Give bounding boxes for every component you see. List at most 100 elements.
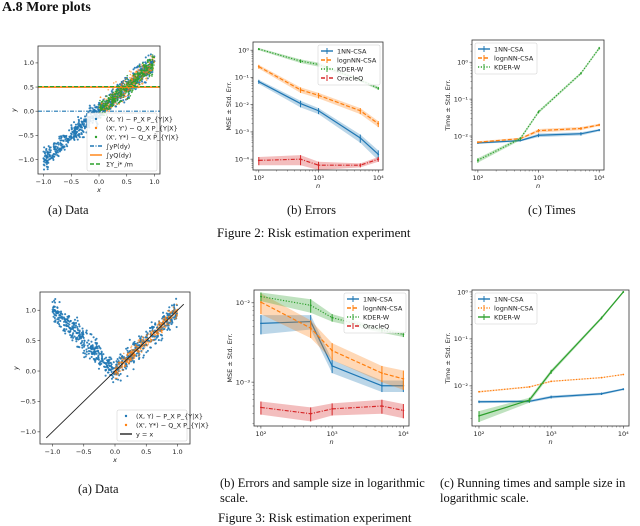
scatter-point [137,77,140,79]
scatter-point [46,166,49,169]
scatter-point [144,71,147,74]
x-tick-label: 1.0 [172,448,182,456]
plot-area [476,46,601,163]
fig2b-chart: 10² 10³ 10⁴ 10⁻⁴ 10⁻³ 10⁻² 10⁻¹ 10⁰ n MSE ± Std. … [225,41,384,190]
scatter-point [45,148,48,152]
scatter-point [91,353,94,356]
scatter-point [102,102,105,105]
scatter-point [149,340,152,343]
data-point [476,141,479,144]
scatter-point [132,353,135,356]
legend-label: KDER-W [494,63,521,71]
legend-item: lognNN-CSA [321,56,377,64]
scatter-point [126,349,129,352]
scatter-point [145,68,148,70]
scatter-point [82,345,86,348]
legend-item: (X', Y*) ~ Q_X P̂_{Y|X} [94,133,179,141]
y-tick-label: −0.5 [18,132,34,140]
scatter-point [103,97,106,100]
scatter-point [157,326,160,329]
scatter-point [141,63,143,66]
series-line-red [258,158,379,166]
scatter-point [90,347,93,351]
scatter-point [109,103,112,106]
scatter-point [127,81,129,83]
scatter-point [160,331,163,333]
x-tick-label: 10² [474,430,485,438]
scatter-point [128,359,130,361]
scatter-point [98,106,100,109]
x-tick-label: 10⁴ [594,174,605,182]
scatter-point [79,128,82,131]
scatter-point [114,367,117,370]
scatter-point [145,342,147,345]
scatter-point [170,304,174,307]
x-tick-label: −0.5 [63,178,79,186]
scatter-point [45,159,48,162]
scatter-point [118,374,121,377]
data-point [550,380,553,383]
scatter-point [114,97,117,100]
legend-label: 1NN-CSA [494,45,524,53]
scatter-point [47,145,50,148]
scatter-point [130,83,132,85]
scatter-point [118,101,121,104]
scatter-point [93,352,96,355]
scatter-point [155,332,158,335]
scatter-point [90,350,93,354]
scatter-point [156,324,159,327]
scatter-point [159,325,161,327]
scatter-point [84,120,87,123]
scatter-point [75,130,79,133]
scatter-point [148,75,151,78]
scatter-point [115,360,118,363]
x-tick-label: 0.5 [141,448,151,456]
scatter-point [144,61,147,64]
scatter-point [123,362,126,365]
scatter-point [73,135,76,138]
scatter-point [171,310,174,312]
y-tick-label: −1.0 [18,156,34,164]
scatter-point [123,365,126,368]
scatter-point [88,357,91,360]
scatter-point [75,135,78,138]
scatter-point [98,346,101,349]
scatter-point [152,67,154,70]
scatter-point [165,324,168,326]
data-point [580,72,582,75]
scatter-point [140,351,143,353]
scatter-point [99,99,101,102]
scatter-point [111,104,114,107]
scatter-point [76,319,79,322]
scatter-point [125,87,128,90]
scatter-point [45,154,48,158]
scatter-point [139,73,142,75]
data-point [381,405,383,407]
scatter-point [137,335,141,338]
scatter-point [112,381,115,384]
scatter-point [94,358,97,362]
scatter-point [53,155,56,158]
scatter-point [76,138,79,141]
scatter-point [117,93,119,95]
scatter-point [83,339,86,342]
legend-label: OracleQ [337,74,363,82]
scatter-point [127,94,130,97]
scatter-point [117,364,119,366]
scatter-point [167,327,170,330]
scatter-point [129,95,132,97]
data-point [598,129,601,131]
legend-box [474,42,538,75]
scatter-point [103,105,106,107]
scatter-point [119,92,122,95]
scatter-point [165,312,168,315]
data-point [260,406,262,409]
scatter-point [114,373,116,376]
scatter-point [81,327,84,330]
data-point [331,365,334,367]
scatter-point [76,327,79,330]
scatter-point [152,335,155,338]
fig2c-chart: 10² 10³ 10⁴ 10⁻² 10⁻¹ 10⁰ n Time ± Std. Err. 1NN… [444,39,605,190]
scatter-point [148,68,150,70]
legend-item: 1NN-CSA [478,295,524,303]
